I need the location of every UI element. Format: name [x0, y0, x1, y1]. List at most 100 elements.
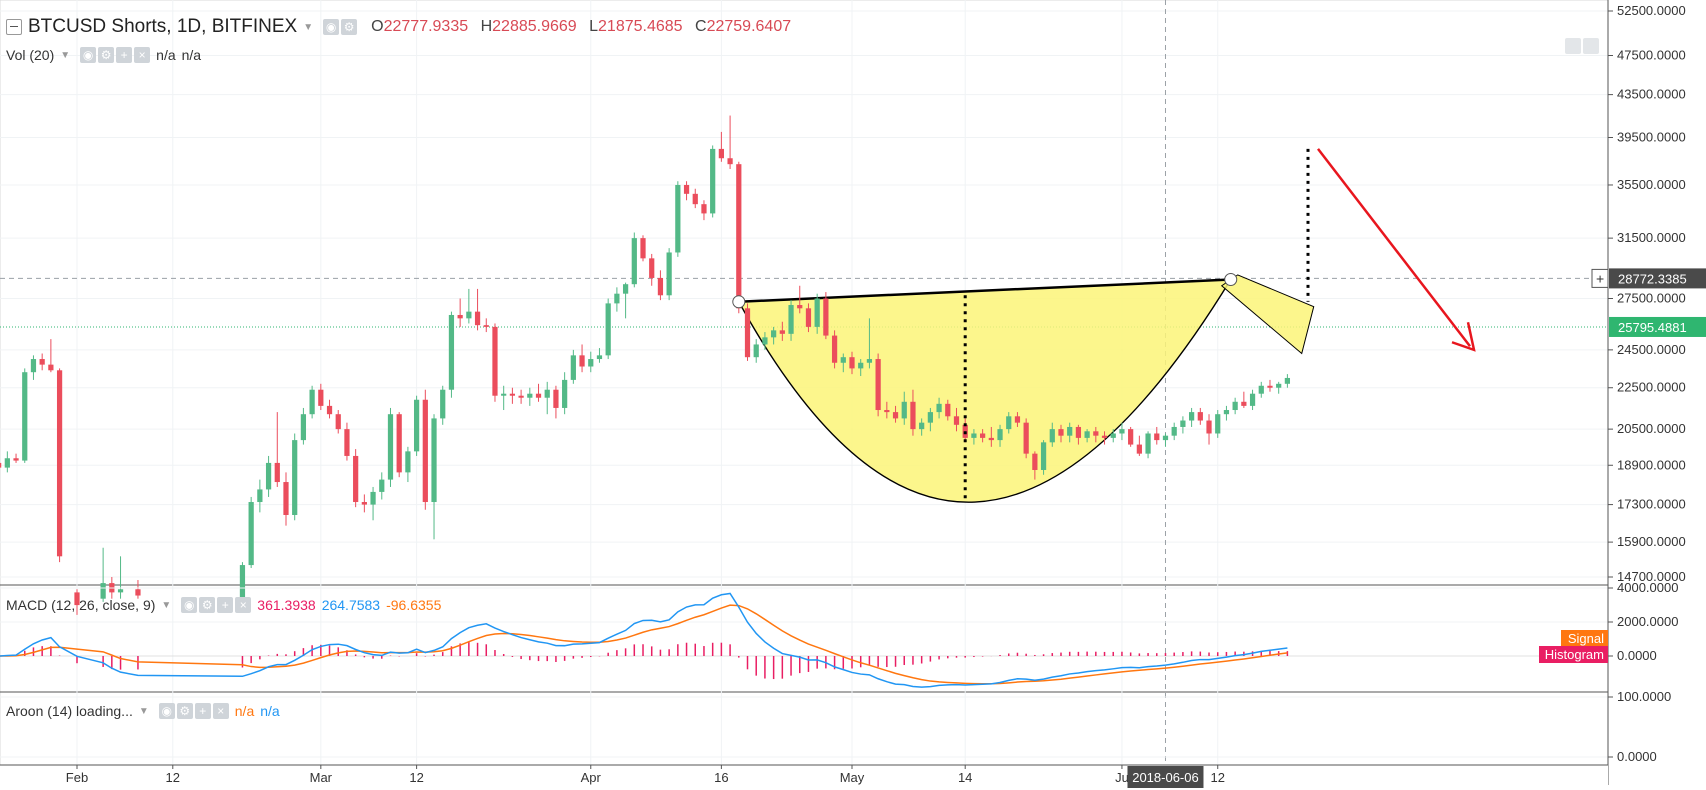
gear-icon[interactable]: ⚙: [199, 597, 216, 613]
macd-label[interactable]: MACD (12, 26, close, 9): [6, 597, 156, 613]
price-tick-label: 31500.0000: [1617, 230, 1686, 245]
scroll-up-icon[interactable]: [1583, 38, 1599, 54]
candle: [1267, 379, 1273, 392]
candle: [570, 349, 576, 384]
candle-body: [596, 355, 603, 360]
close-icon[interactable]: ×: [134, 47, 151, 63]
candle-body: [814, 298, 820, 327]
scale-buttons: [1565, 38, 1599, 54]
close-icon[interactable]: ×: [212, 703, 229, 719]
candle: [370, 486, 376, 521]
candle-body: [971, 433, 977, 438]
plus-icon[interactable]: +: [116, 47, 133, 63]
candle: [274, 412, 280, 487]
candle: [701, 200, 707, 221]
volume-label[interactable]: Vol (20): [6, 47, 55, 63]
candle: [413, 395, 420, 456]
candle-body: [910, 401, 916, 430]
gear-icon[interactable]: ⚙: [98, 47, 115, 63]
candle-body: [1006, 416, 1012, 430]
candle-body: [788, 305, 794, 334]
price-tick-label: 22500.0000: [1617, 380, 1686, 395]
chevron-down-icon[interactable]: ▼: [60, 49, 71, 61]
candle-body: [1162, 435, 1169, 441]
candle-body: [1197, 412, 1203, 421]
candle-body: [1058, 429, 1064, 436]
candle-body: [361, 502, 367, 505]
candle-body: [1180, 420, 1186, 427]
chevron-down-icon[interactable]: ▼: [303, 21, 314, 33]
candle: [318, 383, 324, 411]
candle-body: [309, 389, 315, 415]
macd-legend: MACD (12, 26, close, 9) ▼ ◉ ⚙ + × 361.3938 …: [6, 597, 441, 613]
candle-body: [518, 395, 524, 398]
eye-icon[interactable]: ◉: [323, 19, 340, 35]
candle-body: [353, 455, 359, 503]
close-icon[interactable]: ×: [235, 597, 252, 613]
candle: [135, 580, 141, 599]
histogram-value: -96.6355: [386, 597, 442, 613]
candle: [988, 426, 994, 447]
candle-body: [701, 204, 707, 214]
candle-body: [901, 401, 907, 419]
candle: [1075, 424, 1082, 445]
eye-icon[interactable]: ◉: [158, 703, 175, 719]
candle: [1110, 429, 1116, 443]
candle-body: [283, 482, 289, 515]
candle-body: [736, 164, 742, 309]
scroll-down-icon[interactable]: [1565, 38, 1581, 54]
candle: [265, 455, 272, 497]
plus-icon[interactable]: +: [194, 703, 211, 719]
plus-icon[interactable]: +: [217, 597, 234, 613]
gear-icon[interactable]: ⚙: [341, 19, 358, 35]
candle: [117, 556, 124, 599]
candle: [1276, 381, 1282, 394]
candle-body: [257, 489, 263, 503]
candle-body: [39, 359, 45, 365]
low-value: 21875.4685: [598, 18, 683, 35]
candle: [675, 181, 681, 257]
candle-body: [1040, 442, 1047, 470]
volume-tools: ◉ ⚙ + ×: [80, 47, 151, 63]
macd-value: 361.3938: [257, 597, 316, 613]
candle-body: [622, 284, 629, 294]
candle: [1040, 440, 1047, 475]
candle-body: [588, 359, 594, 367]
candle: [100, 547, 106, 602]
histogram-tag-bg: [1539, 646, 1608, 663]
gear-icon[interactable]: ⚙: [176, 703, 193, 719]
candle-body: [1249, 393, 1256, 406]
chevron-down-icon[interactable]: ▼: [138, 705, 149, 717]
collapse-icon[interactable]: [6, 19, 22, 35]
candle: [1241, 391, 1247, 408]
signal-value: 264.7583: [321, 597, 381, 613]
candle-body: [413, 399, 420, 452]
candle-body: [396, 414, 402, 473]
candle: [562, 372, 568, 415]
candle: [1154, 426, 1160, 445]
candle-body: [405, 451, 411, 473]
candle: [901, 391, 907, 425]
chevron-down-icon[interactable]: ▼: [161, 599, 172, 611]
candle: [788, 300, 794, 341]
candle: [762, 332, 768, 350]
candle-body: [875, 359, 881, 411]
candle: [936, 397, 942, 419]
symbol-title[interactable]: BTCUSD Shorts, 1D, BITFINEX: [28, 16, 298, 37]
candle: [840, 353, 846, 373]
eye-icon[interactable]: ◉: [80, 47, 97, 63]
price-tick-label: 18900.0000: [1617, 457, 1686, 472]
candle: [483, 318, 489, 333]
candle: [614, 287, 620, 312]
candle: [509, 387, 516, 404]
candle: [692, 188, 698, 209]
time-tick-label: Mar: [310, 770, 333, 785]
candle-body: [318, 389, 324, 406]
eye-icon[interactable]: ◉: [181, 597, 198, 613]
high-value: 22885.9669: [492, 18, 577, 35]
aroon-label[interactable]: Aroon (14) loading...: [6, 703, 133, 719]
candle-body: [631, 238, 637, 285]
candle-body: [1119, 429, 1125, 434]
time-tick-label: May: [840, 770, 865, 785]
